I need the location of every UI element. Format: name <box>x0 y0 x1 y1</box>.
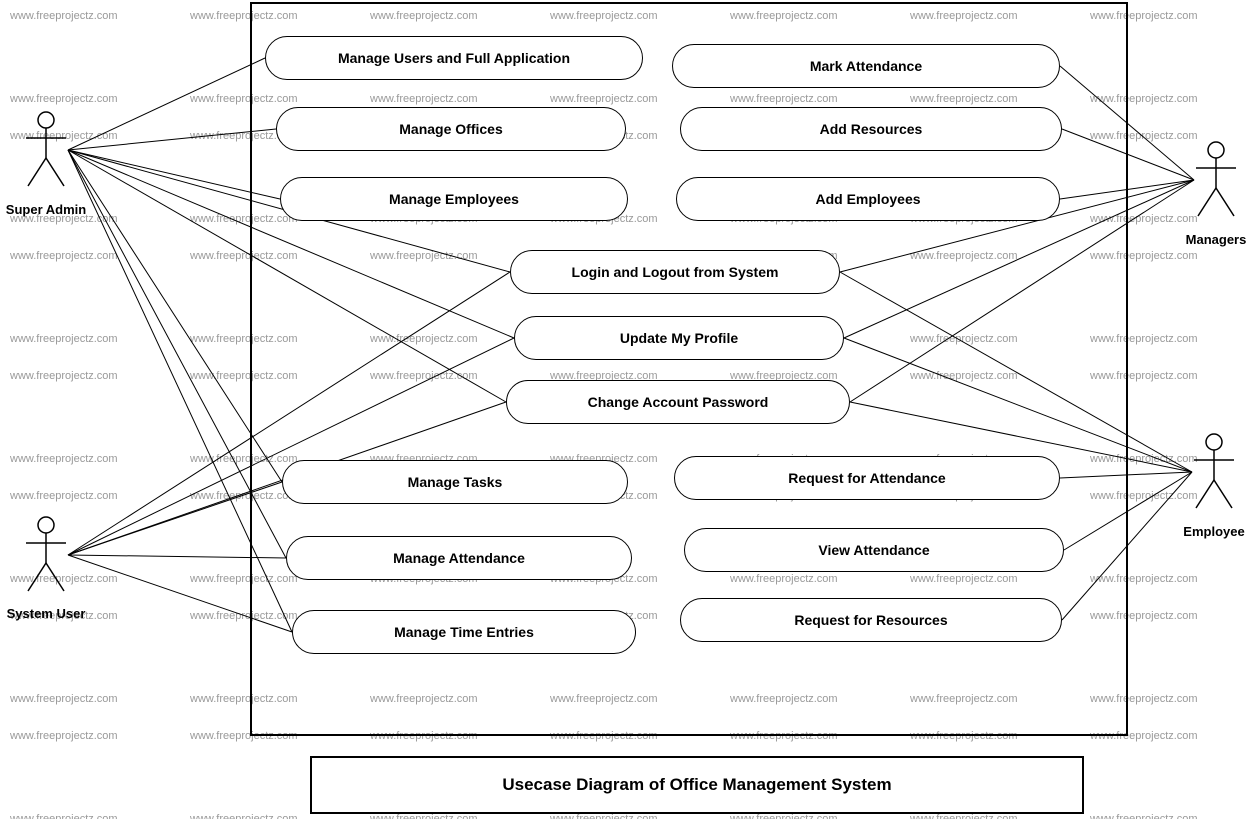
usecase-label: Manage Tasks <box>408 474 503 490</box>
watermark-text: www.freeprojectz.com <box>10 370 118 382</box>
usecase-label: Manage Attendance <box>393 550 525 566</box>
usecase-label: Add Resources <box>820 121 923 137</box>
usecase-label: Manage Users and Full Application <box>338 50 570 66</box>
usecase-label: Change Account Password <box>588 394 769 410</box>
usecase-label: Request for Attendance <box>788 470 945 486</box>
usecase-view-attendance: View Attendance <box>684 528 1064 572</box>
actor-icon <box>24 110 68 190</box>
usecase-label: Login and Logout from System <box>572 264 779 280</box>
actor-system-user: System User <box>24 515 68 600</box>
watermark-text: www.freeprojectz.com <box>10 490 118 502</box>
usecase-label: Request for Resources <box>794 612 947 628</box>
actor-label: Super Admin <box>6 202 86 217</box>
usecase-manage-tasks: Manage Tasks <box>282 460 628 504</box>
diagram-title-text: Usecase Diagram of Office Management Sys… <box>502 775 891 795</box>
watermark-text: www.freeprojectz.com <box>10 693 118 705</box>
actor-icon <box>24 515 68 595</box>
actor-managers: Managers <box>1194 140 1238 225</box>
usecase-label: View Attendance <box>818 542 929 558</box>
usecase-update-profile: Update My Profile <box>514 316 844 360</box>
actor-employee: Employee <box>1192 432 1236 517</box>
actor-icon <box>1194 140 1238 220</box>
usecase-label: Manage Time Entries <box>394 624 534 640</box>
usecase-request-attendance: Request for Attendance <box>674 456 1060 500</box>
watermark-text: www.freeprojectz.com <box>10 93 118 105</box>
usecase-change-password: Change Account Password <box>506 380 850 424</box>
usecase-add-employees: Add Employees <box>676 177 1060 221</box>
usecase-manage-attendance: Manage Attendance <box>286 536 632 580</box>
usecase-label: Manage Employees <box>389 191 519 207</box>
actor-label: Employee <box>1183 524 1244 539</box>
usecase-manage-time: Manage Time Entries <box>292 610 636 654</box>
usecase-manage-users: Manage Users and Full Application <box>265 36 643 80</box>
watermark-text: www.freeprojectz.com <box>10 453 118 465</box>
watermark-text: www.freeprojectz.com <box>10 730 118 742</box>
usecase-manage-employees: Manage Employees <box>280 177 628 221</box>
usecase-request-resources: Request for Resources <box>680 598 1062 642</box>
actor-super-admin: Super Admin <box>24 110 68 195</box>
watermark-text: www.freeprojectz.com <box>190 813 298 819</box>
usecase-manage-offices: Manage Offices <box>276 107 626 151</box>
actor-label: Managers <box>1186 232 1247 247</box>
watermark-text: www.freeprojectz.com <box>10 10 118 22</box>
watermark-text: www.freeprojectz.com <box>1090 813 1198 819</box>
usecase-label: Mark Attendance <box>810 58 922 74</box>
usecase-label: Update My Profile <box>620 330 738 346</box>
watermark-text: www.freeprojectz.com <box>10 333 118 345</box>
actor-label: System User <box>7 606 86 621</box>
usecase-login: Login and Logout from System <box>510 250 840 294</box>
actor-icon <box>1192 432 1236 512</box>
usecase-mark-attendance: Mark Attendance <box>672 44 1060 88</box>
watermark-text: www.freeprojectz.com <box>10 813 118 819</box>
usecase-add-resources: Add Resources <box>680 107 1062 151</box>
diagram-title: Usecase Diagram of Office Management Sys… <box>310 756 1084 814</box>
watermark-text: www.freeprojectz.com <box>10 250 118 262</box>
usecase-label: Add Employees <box>815 191 920 207</box>
usecase-label: Manage Offices <box>399 121 502 137</box>
